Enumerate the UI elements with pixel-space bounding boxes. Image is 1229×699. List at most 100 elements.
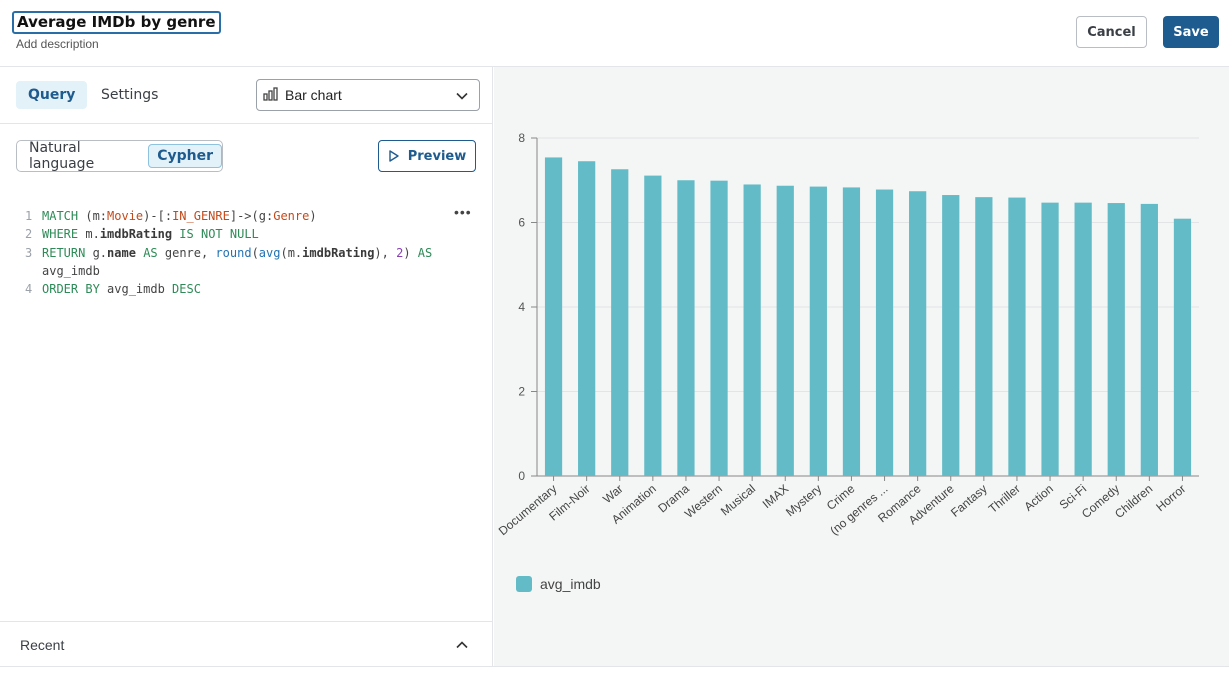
mode-cypher[interactable]: Cypher (148, 144, 222, 168)
bar (1173, 218, 1192, 476)
bar (809, 186, 827, 476)
title-input[interactable]: Average IMDb by genre (12, 11, 221, 34)
code-token (136, 244, 143, 262)
x-tick-label: Children (1112, 482, 1155, 521)
query-mode-toggle: Natural language Cypher (16, 140, 223, 172)
footer (0, 666, 1229, 699)
code-token: g. (85, 245, 108, 260)
bar (1107, 203, 1125, 476)
code-token: DESC (172, 282, 201, 297)
code-token: m. (78, 227, 100, 242)
code-token: (m: (78, 209, 108, 223)
code-token: ( (251, 245, 259, 260)
code-line: 3 RETURN g. name AS genre, round(avg (m. imd… (16, 244, 456, 262)
bar (776, 185, 794, 476)
code-line: 4 ORDER BY avg_imdb DESC (16, 280, 456, 298)
code-token: avg_imdb (42, 263, 100, 278)
bar (1041, 202, 1059, 476)
x-tick-label: Fantasy (948, 482, 990, 520)
bar (942, 195, 960, 476)
bar (710, 180, 728, 477)
line-number: 2 (25, 227, 33, 242)
code-line: 2 WHERE m. imdbRating IS NOT NULL (16, 225, 456, 243)
x-tick-label: War (600, 482, 626, 507)
bar (1074, 202, 1092, 476)
chevron-up-icon[interactable] (455, 638, 469, 657)
legend-label: avg_imdb (540, 576, 601, 592)
line-number: 1 (25, 209, 33, 223)
save-button[interactable]: Save (1163, 16, 1219, 48)
bar (677, 180, 695, 476)
y-tick-label: 6 (518, 216, 525, 230)
line-number: 4 (25, 282, 33, 297)
y-tick-label: 4 (518, 300, 525, 314)
chart-type-select[interactable]: Bar chart (256, 79, 480, 111)
chart-type-value: Bar chart (285, 87, 342, 103)
x-tick-label: Action (1021, 482, 1056, 514)
preview-button[interactable]: Preview (378, 140, 476, 172)
code-token: MATCH (42, 209, 79, 223)
code-token: ]->(g: (229, 209, 274, 223)
query-editor-pane: Query Settings Bar chart Natural languag… (0, 67, 493, 666)
bar (975, 197, 993, 476)
mode-natural-language[interactable]: Natural language (29, 140, 95, 172)
code-token: round (215, 245, 252, 260)
header: Average IMDb by genre Add description Ca… (0, 0, 1229, 67)
x-tick-label: Horror (1153, 482, 1188, 515)
y-tick-label: 0 (518, 469, 525, 483)
play-icon (389, 150, 399, 162)
code-line: avg_imdb (16, 262, 456, 280)
code-token: ) (403, 245, 418, 260)
recent-label: Recent (20, 637, 65, 653)
bar (909, 191, 927, 477)
legend-swatch (516, 576, 532, 592)
code-token: IS NOT NULL (179, 227, 259, 242)
code-token: WHERE (42, 227, 79, 242)
bar (842, 187, 861, 476)
bar (1008, 197, 1026, 476)
description-field[interactable]: Add description (16, 37, 99, 51)
cancel-button[interactable]: Cancel (1076, 16, 1147, 48)
recent-section[interactable]: Recent (0, 621, 493, 666)
preview-label: Preview (407, 148, 467, 164)
x-tick-label: Musical (718, 482, 758, 519)
code-token: AS (417, 245, 433, 260)
x-tick-label: Western (682, 482, 725, 521)
code-token: imdbRating (302, 245, 375, 260)
bar (875, 189, 894, 477)
code-token (172, 225, 179, 243)
x-tick-label: Mystery (783, 482, 824, 520)
tabs-row: Query Settings Bar chart (0, 67, 493, 124)
bar (611, 169, 629, 476)
code-token: AS (143, 245, 158, 260)
line-number (16, 262, 42, 280)
x-tick-label: Thriller (986, 482, 1023, 516)
y-tick-label: 8 (518, 131, 525, 145)
code-token: imdbRating (99, 227, 173, 242)
code-token: ), (374, 245, 397, 260)
cypher-editor[interactable]: 1 MATCH (m: Movie)-[: IN_GENRE]->(g: Genre) 2… (16, 207, 456, 298)
code-token: avg (258, 245, 281, 260)
bar (1140, 203, 1158, 476)
bar (544, 157, 563, 476)
code-token: (m. (280, 245, 303, 260)
tab-query[interactable]: Query (16, 81, 88, 109)
code-token: avg_imdb (99, 282, 173, 297)
code-token: ORDER BY (42, 282, 100, 297)
y-tick-label: 2 (518, 385, 525, 399)
code-token: Genre (273, 209, 310, 223)
more-options-icon[interactable]: ••• (454, 204, 472, 220)
code-token: genre, (157, 245, 216, 260)
tab-settings[interactable]: Settings (101, 87, 159, 103)
code-token: )-[: (143, 209, 173, 223)
code-token: Movie (107, 209, 144, 223)
code-token: IN_GENRE (172, 209, 230, 223)
bar (644, 175, 662, 476)
line-number: 3 (25, 245, 33, 260)
code-token: name (107, 245, 136, 260)
bar (578, 161, 596, 477)
code-token: ) (309, 209, 317, 223)
chart-preview-pane: 0 2 4 6 8 Documentary Film-Noir War Animation Dra… (494, 67, 1229, 666)
chevron-down-icon (455, 89, 469, 106)
